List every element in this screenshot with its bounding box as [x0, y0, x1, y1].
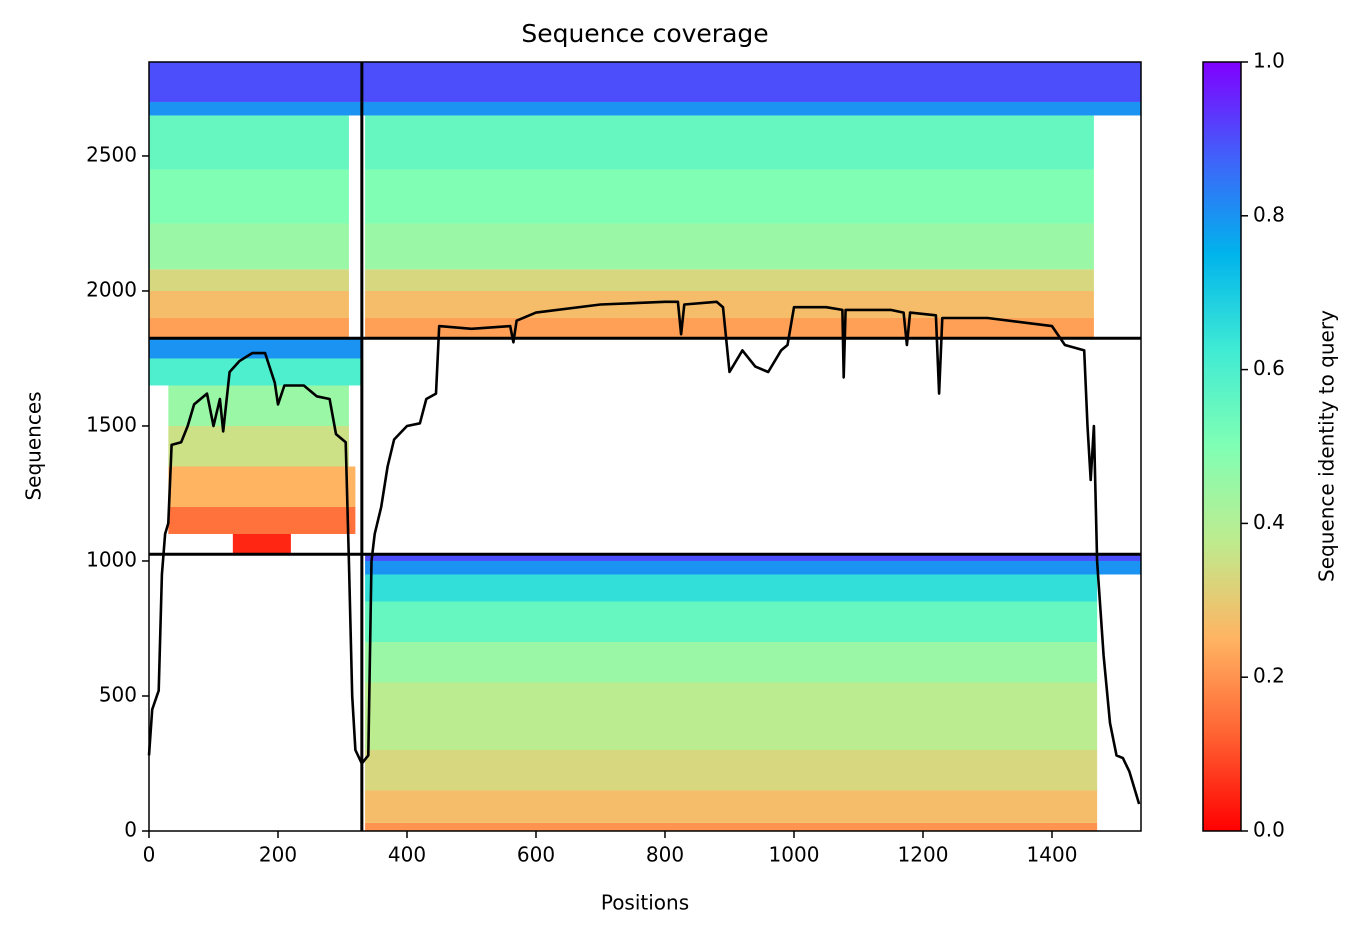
coverage-band	[365, 317, 1094, 339]
coverage-band	[149, 338, 362, 359]
coverage-band	[149, 358, 362, 386]
x-tick-label: 800	[646, 843, 684, 867]
coverage-band	[365, 822, 1098, 831]
y-tick-label: 2000	[86, 277, 137, 301]
y-tick-label: 2500	[86, 142, 137, 166]
coverage-band	[365, 269, 1094, 291]
coverage-band	[149, 269, 349, 291]
coverage-band	[149, 169, 349, 224]
x-tick-label: 200	[259, 843, 297, 867]
y-tick-label: 1000	[86, 547, 137, 571]
colorbar-label: Sequence identity to query	[1315, 310, 1339, 582]
colorbar-tick-label: 0.0	[1253, 818, 1285, 842]
coverage-band	[168, 425, 349, 467]
coverage-band	[365, 223, 1094, 270]
y-tick-label: 500	[99, 682, 137, 706]
coverage-band	[365, 574, 1098, 602]
coverage-line	[147, 300, 1141, 805]
coverage-band	[149, 223, 349, 270]
y-tick-label: 0	[124, 818, 137, 842]
coverage-band	[365, 554, 1141, 561]
colorbar-tick-label: 0.6	[1253, 356, 1285, 380]
coverage-band	[365, 601, 1098, 642]
colorbar-tick-label: 0.8	[1253, 202, 1285, 226]
colorbar	[1202, 61, 1242, 832]
colorbar-tick-label: 0.2	[1253, 664, 1285, 688]
coverage-band	[168, 466, 356, 507]
x-tick-label: 600	[517, 843, 555, 867]
chart-title: Sequence coverage	[521, 19, 768, 48]
plot-frame	[148, 61, 1142, 832]
coverage-band	[149, 290, 349, 318]
coverage-band	[365, 641, 1098, 683]
coverage-band	[168, 385, 349, 426]
x-tick-label: 0	[143, 843, 156, 867]
x-tick-label: 400	[388, 843, 426, 867]
x-tick-label: 1400	[1027, 843, 1078, 867]
x-tick-label: 1200	[898, 843, 949, 867]
coverage-band	[365, 169, 1094, 224]
coverage-band	[365, 749, 1098, 791]
coverage-band	[365, 290, 1094, 318]
coverage-band	[365, 560, 1141, 575]
colorbar-tick-label: 0.4	[1253, 510, 1285, 534]
colorbar-tick-label: 1.0	[1253, 49, 1285, 73]
coverage-band	[168, 506, 356, 534]
coverage-band	[149, 101, 1141, 116]
coverage-band	[149, 317, 349, 339]
coverage-band	[149, 62, 1141, 102]
y-tick-label: 1500	[86, 412, 137, 436]
coverage-band	[365, 790, 1098, 823]
coverage-band	[149, 115, 349, 170]
coverage-band	[365, 682, 1098, 750]
x-tick-label: 1000	[769, 843, 820, 867]
coverage-band	[232, 533, 291, 555]
y-axis-label: Sequences	[22, 391, 46, 500]
x-axis-label: Positions	[601, 891, 689, 915]
coverage-band	[365, 115, 1094, 170]
